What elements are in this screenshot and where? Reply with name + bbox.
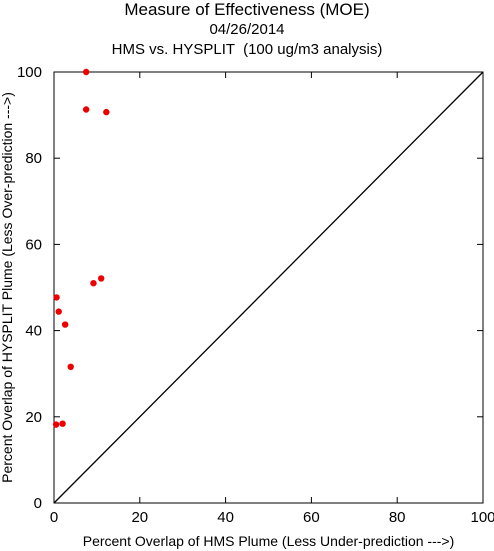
y-tick-label: 100 bbox=[17, 64, 42, 81]
data-point bbox=[97, 275, 105, 282]
plot-frame bbox=[53, 71, 484, 504]
y-tick-label: 0 bbox=[34, 495, 42, 512]
x-axis-label: Percent Overlap of HMS Plume (Less Under… bbox=[83, 533, 455, 549]
data-point bbox=[59, 420, 66, 427]
data-point bbox=[82, 68, 90, 76]
data-point bbox=[67, 363, 74, 371]
one-to-one-reference-line bbox=[53, 71, 484, 504]
y-tick-label: 20 bbox=[25, 409, 42, 426]
data-point bbox=[103, 108, 110, 116]
y-tick-label: 40 bbox=[25, 323, 42, 340]
y-tick-label: 60 bbox=[25, 236, 42, 253]
x-tick-label: 20 bbox=[131, 509, 148, 526]
data-point bbox=[55, 308, 62, 315]
data-point bbox=[90, 279, 97, 287]
data-point bbox=[82, 106, 90, 113]
x-tick-label: 60 bbox=[303, 509, 320, 526]
data-point bbox=[52, 421, 60, 428]
chart-date: 04/26/2014 bbox=[209, 21, 285, 38]
y-axis-label: Percent Overlap of HYSPLIT Plume (Less O… bbox=[0, 92, 15, 483]
chart-subtitle: HMS vs. HYSPLIT (100 ug/m3 analysis) bbox=[111, 41, 383, 58]
x-tick-label: 0 bbox=[50, 509, 58, 526]
y-tick-label: 80 bbox=[25, 150, 42, 167]
x-tick-label: 40 bbox=[217, 509, 234, 526]
chart-title: Measure of Effectiveness (MOE) bbox=[124, 0, 370, 19]
x-tick-label: 80 bbox=[389, 509, 406, 526]
data-point bbox=[61, 321, 69, 328]
data-point bbox=[53, 294, 60, 301]
x-tick-label: 100 bbox=[470, 509, 494, 526]
